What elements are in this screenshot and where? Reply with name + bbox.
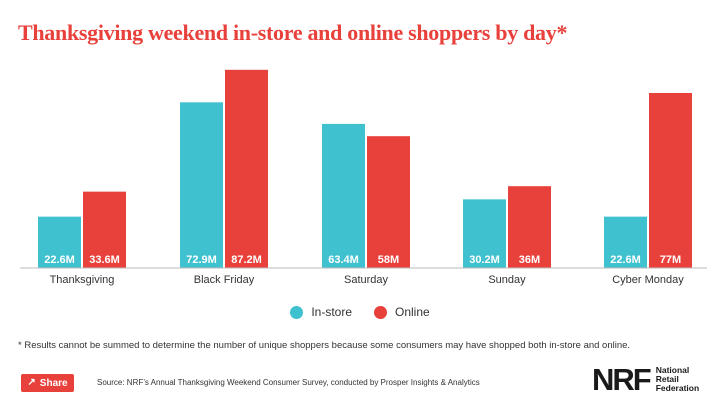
legend-swatch-online — [374, 305, 387, 319]
data-label-online-4: 77M — [660, 254, 681, 266]
x-tick-label-2: Saturday — [344, 274, 389, 286]
bar-online-3 — [508, 186, 551, 268]
legend-label-instore: In-store — [311, 305, 352, 319]
share-label: Share — [39, 377, 68, 389]
data-label-instore-4: 22.6M — [610, 254, 641, 266]
data-label-instore-1: 72.9M — [186, 254, 217, 266]
legend: In-store Online — [0, 305, 720, 319]
bar-online-1 — [225, 69, 268, 269]
data-label-online-1: 87.2M — [231, 254, 262, 266]
legend-item-online[interactable]: Online — [374, 305, 430, 319]
bar-online-2 — [367, 136, 410, 268]
chart-title: Thanksgiving weekend in-store and online… — [18, 20, 568, 45]
bar-instore-2 — [322, 123, 365, 268]
x-tick-label-4: Cyber Monday — [612, 274, 684, 286]
bar-instore-4 — [604, 216, 647, 268]
share-button[interactable]: ↗ Share — [21, 374, 74, 392]
data-label-online-2: 58M — [378, 254, 399, 266]
data-label-instore-0: 22.6M — [44, 254, 75, 266]
bar-online-4 — [649, 93, 692, 268]
footnote: * Results cannot be summed to determine … — [18, 340, 631, 351]
logo-mark: NRF — [592, 362, 652, 397]
data-label-instore-3: 30.2M — [469, 254, 500, 266]
nrf-logo: NRF National Retail Federation — [592, 364, 706, 395]
bar-chart: 22.6M 33.6M Thanksgiving 72.9M 87.2M Black Fr… — [20, 69, 707, 286]
bar-online-0 — [83, 191, 126, 268]
legend-label-online: Online — [395, 305, 430, 319]
bar-instore-1 — [180, 102, 223, 269]
x-tick-label-0: Thanksgiving — [50, 274, 115, 286]
data-label-online-3: 36M — [519, 254, 540, 266]
bar-instore-0 — [38, 216, 81, 268]
data-label-online-0: 33.6M — [89, 254, 120, 266]
logo-text: National Retail Federation — [655, 365, 700, 393]
x-tick-label-1: Black Friday — [194, 274, 255, 286]
share-icon: ↗ — [27, 377, 36, 388]
legend-swatch-instore — [290, 305, 304, 319]
bar-instore-3 — [463, 199, 506, 268]
legend-item-instore[interactable]: In-store — [290, 305, 352, 319]
x-tick-label-3: Sunday — [488, 274, 526, 286]
source-note: Source: NRF’s Annual Thanksgiving Weeken… — [97, 378, 480, 387]
data-label-instore-2: 63.4M — [328, 254, 359, 266]
